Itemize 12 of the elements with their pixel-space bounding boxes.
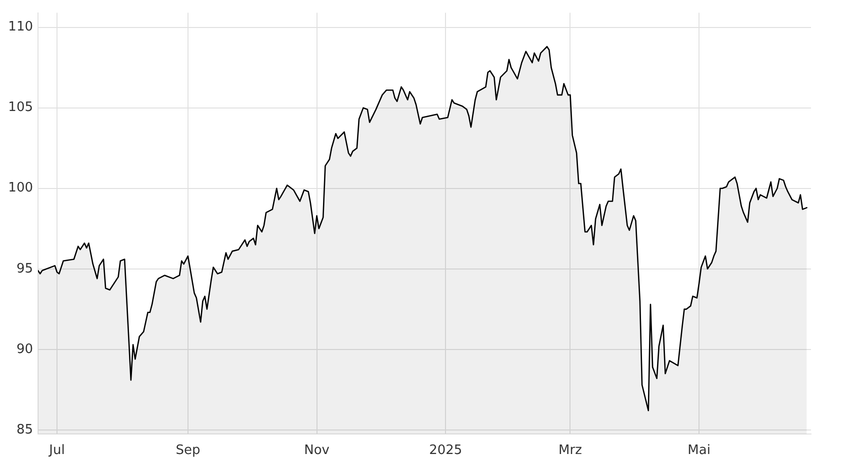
x-tick-label: Sep: [176, 443, 200, 458]
x-tick-label: Mai: [688, 443, 710, 458]
y-tick-label: 95: [16, 261, 33, 276]
x-tick-label: Jul: [48, 443, 65, 458]
y-tick-label: 100: [8, 180, 33, 196]
x-tick-label: 2025: [429, 443, 462, 458]
y-tick-label: 85: [16, 422, 33, 438]
y-tick-label: 110: [8, 20, 33, 35]
x-tick-label: Nov: [304, 443, 330, 458]
y-tick-label: 90: [16, 342, 33, 357]
x-tick-label: Mrz: [558, 443, 582, 458]
y-tick-label: 105: [8, 100, 33, 116]
